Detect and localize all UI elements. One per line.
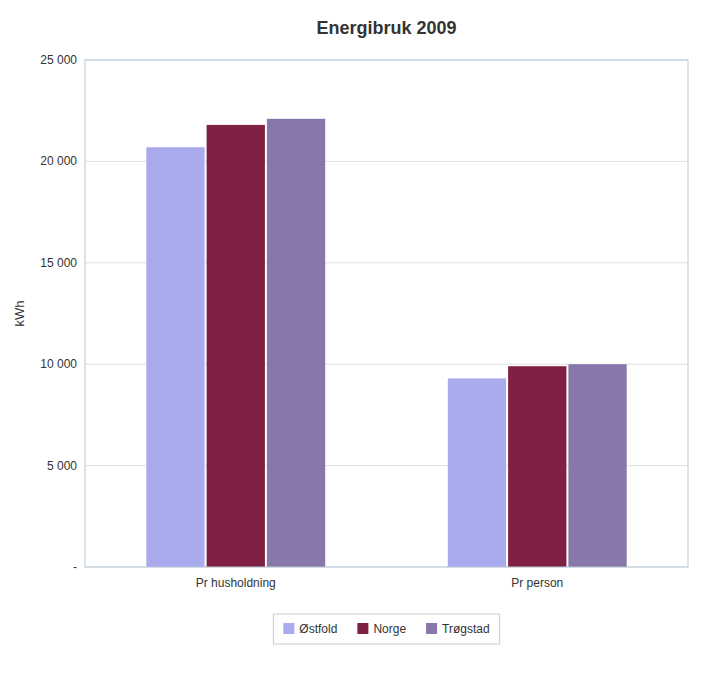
legend: Østfold Norge Trøgstad <box>273 614 499 644</box>
plot-frame <box>85 60 688 567</box>
legend-item: Norge <box>357 622 406 636</box>
bars <box>146 119 626 567</box>
y-axis-label: kWh <box>12 301 27 327</box>
y-tick-label: 15 000 <box>40 256 77 270</box>
legend-swatch <box>283 623 294 634</box>
y-tick-label: 25 000 <box>40 53 77 67</box>
y-tick-label: 10 000 <box>40 357 77 371</box>
legend-swatch <box>357 623 368 634</box>
bar <box>508 366 566 567</box>
legend-label: Norge <box>373 622 406 636</box>
bar <box>267 119 325 567</box>
legend-item: Trøgstad <box>426 622 490 636</box>
x-axis: Pr husholdning Pr person <box>196 576 564 590</box>
bar <box>448 378 506 567</box>
legend-label: Trøgstad <box>442 622 490 636</box>
legend-label: Østfold <box>299 622 337 636</box>
y-axis: - 5 000 10 000 15 000 20 000 25 000 <box>40 53 77 574</box>
y-tick-label: 5 000 <box>47 459 77 473</box>
bar <box>568 364 626 567</box>
legend-item: Østfold <box>283 622 337 636</box>
y-tick-label: 20 000 <box>40 154 77 168</box>
legend-swatch <box>426 623 437 634</box>
bar <box>146 147 204 567</box>
title: Energibruk 2009 <box>316 18 456 38</box>
legend-frame <box>273 614 499 644</box>
bar <box>207 125 265 567</box>
chart: Energibruk 2009 - 5 000 10 000 15 000 20 000 2… <box>0 0 718 687</box>
y-tick-label: - <box>73 560 77 574</box>
x-tick-label: Pr person <box>511 576 563 590</box>
grid <box>85 60 688 567</box>
x-tick-label: Pr husholdning <box>196 576 276 590</box>
